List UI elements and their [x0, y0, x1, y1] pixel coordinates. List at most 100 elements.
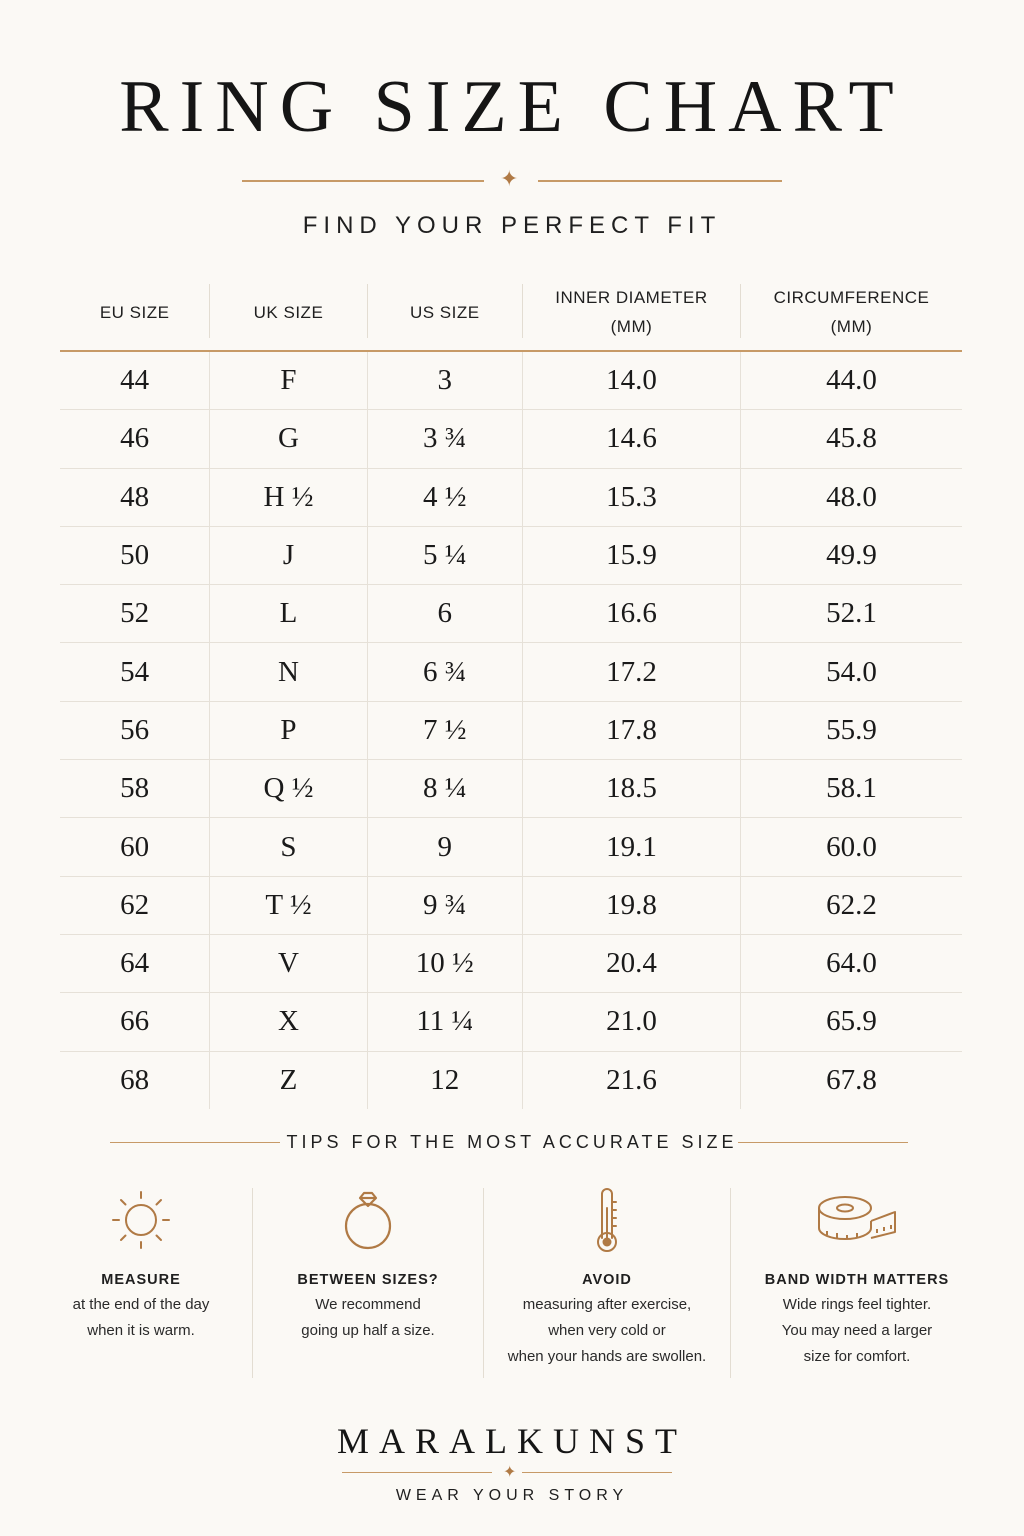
cell-inner-diameter: 14.6 [523, 410, 741, 468]
cell-us-size: 8 ¼ [368, 760, 523, 818]
cell-eu-size: 62 [60, 876, 211, 934]
brand-divider-right [522, 1472, 672, 1473]
cell-circumference: 48.0 [826, 480, 877, 513]
column-header-uk: UK SIZE [210, 284, 368, 338]
sparkle-icon: ✦ [500, 167, 519, 192]
cell-circumference: 45.8 [826, 422, 877, 455]
table-row: 52 L 6 16.6 52.1 [60, 585, 962, 644]
cell-uk-size: L [210, 585, 368, 643]
table-row: 44 F 3 14.0 44.0 [60, 352, 962, 411]
tips-divider-left [110, 1142, 280, 1143]
cell-circumference: 54.0 [826, 655, 877, 688]
column-header-circumference: CIRCUMFERENCE (MM) [741, 284, 962, 338]
table-row: 54 N 6 ¾ 17.2 54.0 [60, 643, 962, 702]
cell-inner-diameter: 19.1 [523, 818, 741, 876]
measuring-tape-icon [818, 1196, 896, 1240]
cell-uk-size: Z [210, 1051, 368, 1109]
tip-title: AVOID [582, 1272, 632, 1288]
size-table: EU SIZE UK SIZE US SIZE INNER DIAMETER (… [60, 272, 962, 1109]
cell-eu-size: 60 [60, 818, 211, 876]
cell-inner-diameter: 17.8 [523, 701, 741, 760]
tip-title: BETWEEN SIZES? [297, 1272, 439, 1288]
page-title: RING SIZE CHART [119, 66, 905, 148]
tip-title: MEASURE [101, 1272, 181, 1288]
thermometer-icon [597, 1188, 617, 1252]
cell-inner-diameter: 16.6 [523, 585, 741, 643]
cell-circumference: 65.9 [826, 1005, 877, 1038]
page-subtitle: FIND YOUR PERFECT FIT [302, 212, 722, 239]
cell-eu-size: 54 [60, 643, 211, 701]
cell-circumference: 49.9 [826, 539, 877, 572]
cell-circumference: 44.0 [826, 364, 877, 397]
cell-inner-diameter: 17.2 [523, 643, 741, 701]
cell-inner-diameter: 19.8 [523, 876, 741, 934]
cell-inner-diameter: 21.6 [523, 1051, 741, 1109]
cell-eu-size: 50 [60, 526, 211, 585]
tip-text: at the end of the day [72, 1296, 210, 1313]
table-row: 60 S 9 19.1 60.0 [60, 818, 962, 877]
cell-uk-size: J [210, 526, 368, 585]
cell-us-size: 12 [368, 1051, 523, 1109]
tip-text: You may need a larger [781, 1322, 933, 1339]
cell-uk-size: P [210, 701, 368, 760]
cell-us-size: 6 [368, 585, 523, 643]
sparkle-icon: ✦ [503, 1462, 517, 1481]
cell-us-size: 10 ½ [368, 934, 523, 993]
cell-uk-size: F [210, 352, 368, 410]
tip-band-width: BAND WIDTH MATTERS Wide rings feel tight… [731, 1188, 983, 1378]
cell-eu-size: 46 [60, 410, 211, 468]
cell-inner-diameter: 15.3 [523, 468, 741, 526]
ring-icon [344, 1191, 392, 1250]
cell-circumference: 64.0 [826, 947, 877, 980]
cell-eu-size: 48 [60, 468, 211, 526]
cell-uk-size: T ½ [210, 876, 368, 934]
cell-uk-size: V [210, 934, 368, 993]
cell-eu-size: 52 [60, 585, 211, 643]
tips-divider-right [738, 1142, 908, 1143]
tip-title: BAND WIDTH MATTERS [764, 1272, 950, 1288]
column-header-unit: (MM) [830, 317, 873, 336]
cell-circumference: 52.1 [826, 597, 877, 630]
brand-logo: MARALKUNST [336, 1421, 687, 1461]
cell-us-size: 3 ¾ [368, 410, 523, 468]
cell-eu-size: 44 [60, 352, 211, 410]
tip-avoid: AVOID measuring after exercise, when ver… [484, 1188, 731, 1378]
column-header-label: EU SIZE [99, 302, 170, 322]
title-divider-left [242, 180, 484, 182]
tip-between-sizes: BETWEEN SIZES? We recommend going up hal… [253, 1188, 484, 1378]
tip-text: when very cold or [548, 1322, 666, 1339]
tip-text: size for comfort. [803, 1348, 911, 1365]
column-header-unit: (MM) [610, 317, 653, 336]
table-row: 64 V 10 ½ 20.4 64.0 [60, 934, 962, 994]
cell-inner-diameter: 18.5 [523, 760, 741, 818]
cell-eu-size: 56 [60, 701, 211, 760]
tip-text: when it is warm. [87, 1322, 195, 1339]
cell-uk-size: Q ½ [210, 760, 368, 818]
cell-us-size: 9 ¾ [368, 876, 523, 934]
cell-us-size: 5 ¼ [368, 526, 523, 585]
column-header-label: INNER DIAMETER [555, 288, 708, 307]
cell-inner-diameter: 20.4 [523, 934, 741, 993]
cell-inner-diameter: 14.0 [523, 352, 741, 410]
cell-us-size: 3 [368, 352, 523, 410]
cell-eu-size: 64 [60, 934, 211, 993]
table-row: 50 J 5 ¼ 15.9 49.9 [60, 526, 962, 586]
column-header-label: CIRCUMFERENCE [773, 288, 930, 307]
cell-circumference: 58.1 [826, 772, 877, 805]
column-header-inner-diameter: INNER DIAMETER (MM) [523, 284, 741, 338]
cell-eu-size: 66 [60, 993, 211, 1051]
cell-uk-size: X [210, 993, 368, 1051]
table-row: 68 Z 12 21.6 67.8 [60, 1051, 962, 1109]
cell-eu-size: 68 [60, 1051, 211, 1109]
tip-text: when your hands are swollen. [507, 1348, 707, 1365]
cell-uk-size: H ½ [210, 468, 368, 526]
table-row: 66 X 11 ¼ 21.0 65.9 [60, 993, 962, 1052]
table-header: EU SIZE UK SIZE US SIZE INNER DIAMETER (… [60, 272, 962, 352]
cell-circumference: 55.9 [826, 713, 877, 746]
cell-inner-diameter: 21.0 [523, 993, 741, 1051]
cell-us-size: 9 [368, 818, 523, 876]
